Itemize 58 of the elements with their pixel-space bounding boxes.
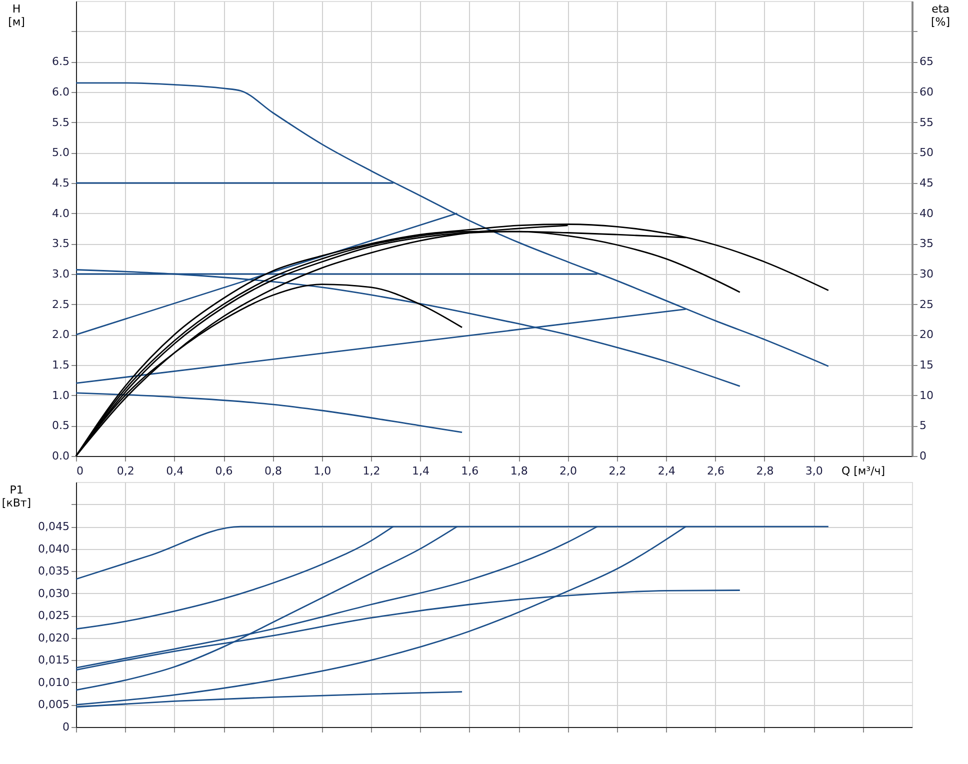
y2-tick-label: 65 [920, 55, 934, 68]
y2-axis-title: eta [%] [930, 2, 950, 28]
x-tick-label: 0,8 [264, 464, 282, 478]
y2-tick-label: 45 [920, 176, 934, 190]
x-tick-label: 1,8 [510, 464, 528, 478]
y2-tick-label: 0 [920, 450, 926, 462]
y-tick-label: 0,005 [38, 698, 70, 712]
y-tick-label: 6.0 [52, 86, 70, 98]
y-tick-label: 2.5 [52, 298, 70, 311]
y-tick-label: 2.0 [52, 328, 70, 342]
y-tick-label: 0,025 [38, 609, 70, 622]
y-tick-label: 0,045 [38, 520, 70, 534]
x-tick-label: 0,6 [215, 464, 233, 478]
y2-tick-label: 30 [920, 268, 934, 280]
x-tick-label: 0,2 [116, 464, 134, 478]
x-tick-label: 1,2 [362, 464, 380, 478]
x-tick-label: 3,0 [805, 464, 823, 478]
y-tick-label: 3.5 [52, 237, 70, 250]
y2-tick-label: 55 [920, 116, 934, 129]
x-tick-label: 2,8 [756, 464, 774, 478]
x-tick-label: 2,4 [658, 464, 676, 478]
y-tick-label: 5.5 [52, 116, 70, 129]
y2-tick-label: 35 [920, 237, 934, 250]
y-tick-label: 0,020 [38, 631, 70, 644]
y2-tick-label: 50 [920, 146, 934, 160]
y-tick-label: 1.5 [52, 358, 70, 372]
y-axis-title: P1 [кВт] [2, 484, 32, 510]
y-tick-label: 1.0 [52, 388, 70, 402]
y-tick-label: 0 [62, 720, 70, 734]
x-tick-label: 2,2 [608, 464, 626, 478]
y-tick-label: 4.5 [52, 176, 70, 190]
x-tick-label: 0,4 [166, 464, 184, 478]
y2-tick-label: 10 [920, 388, 934, 402]
y2-tick-label: 60 [920, 86, 934, 98]
x-tick-label: 0 [76, 464, 84, 478]
x-tick-label: 1,4 [412, 464, 430, 478]
x-axis-title: Q [м³/ч] [841, 464, 886, 478]
y-tick-label: 6.5 [52, 55, 70, 68]
y-tick-label: 0.0 [52, 450, 70, 462]
y2-tick-label: 25 [920, 298, 934, 311]
y-tick-label: 0,035 [38, 564, 70, 578]
y-tick-label: 4.0 [52, 206, 70, 220]
y2-tick-label: 40 [920, 206, 934, 220]
y-tick-label: 0,030 [38, 586, 70, 600]
y-tick-label: 0,040 [38, 542, 70, 556]
x-tick-label: 1,6 [461, 464, 479, 478]
y2-tick-label: 15 [920, 358, 934, 372]
y2-tick-label: 20 [920, 328, 934, 342]
y-tick-label: 0,010 [38, 676, 70, 689]
y-tick-label: 3.0 [52, 268, 70, 280]
y2-tick-label: 5 [920, 419, 926, 432]
x-tick-label: 2,6 [707, 464, 725, 478]
y-tick-label: 0.5 [52, 419, 70, 432]
y-axis-title: H [м] [8, 2, 25, 28]
x-tick-label: 2,0 [560, 464, 578, 478]
x-tick-label: 1,0 [314, 464, 332, 478]
y-tick-label: 5.0 [52, 146, 70, 160]
y-tick-label: 0,015 [38, 654, 70, 667]
